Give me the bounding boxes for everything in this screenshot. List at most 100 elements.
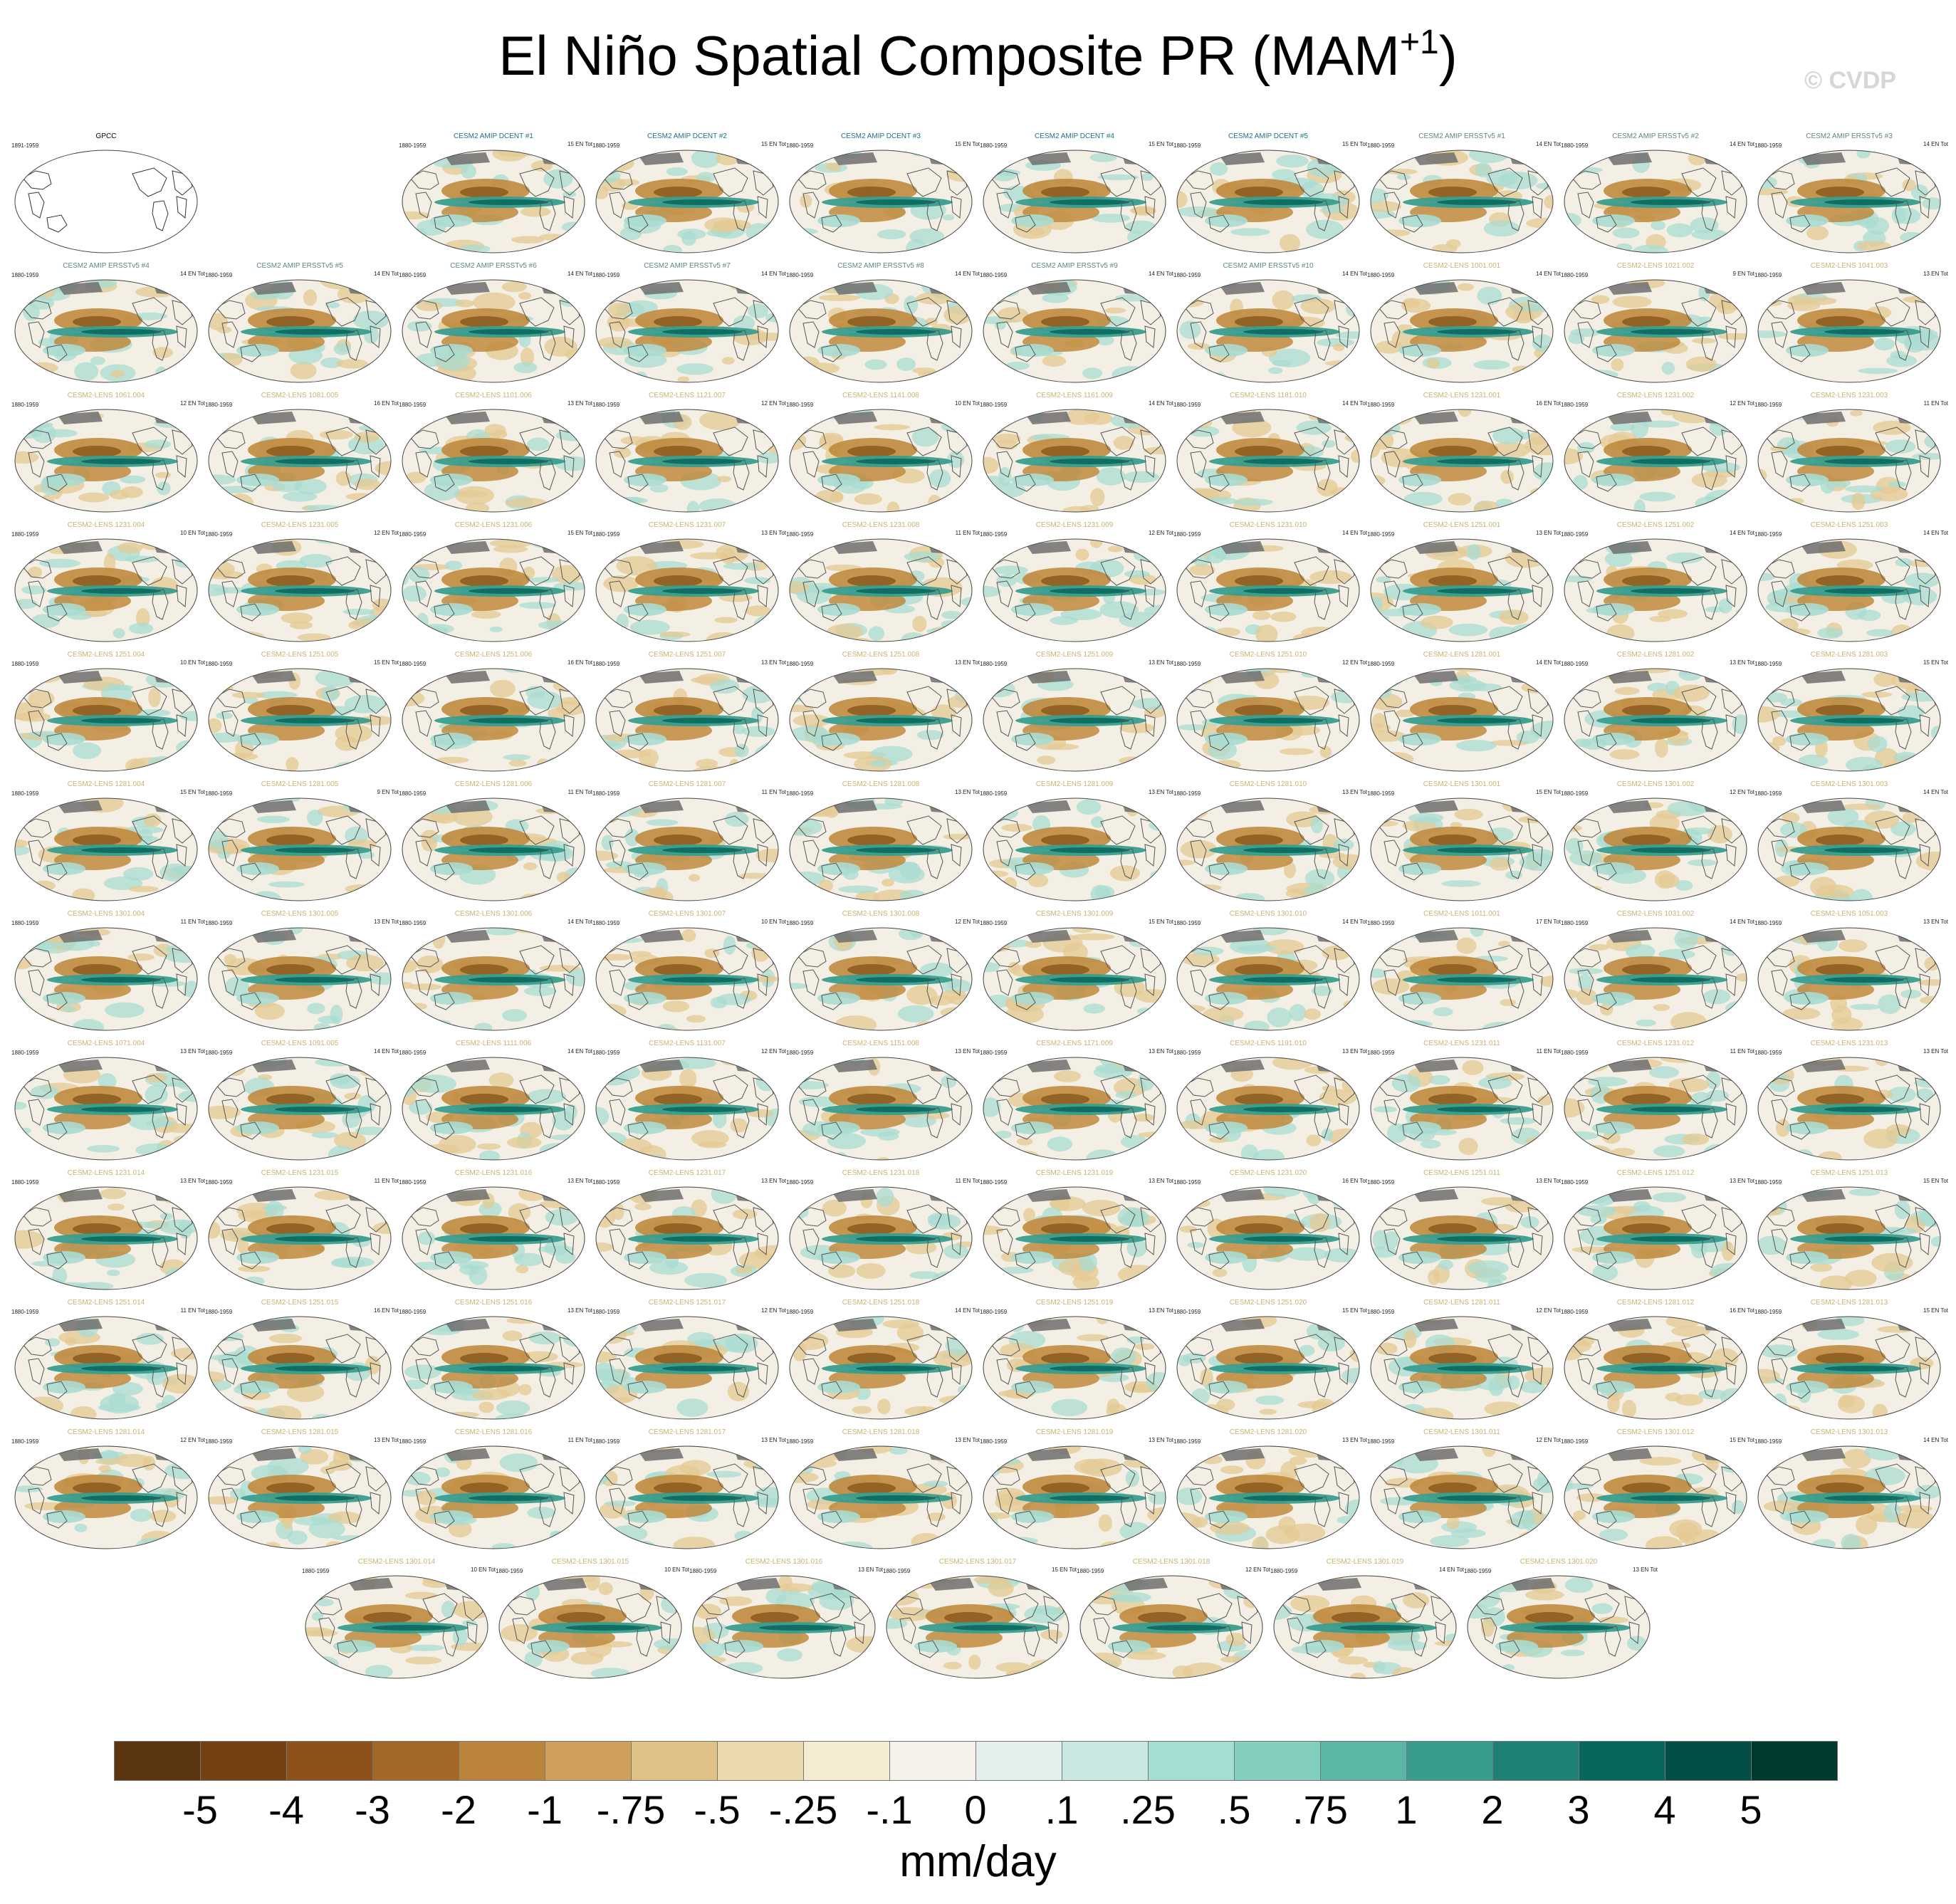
wet-band-core [1437,459,1517,464]
coastline [1577,192,1594,219]
world-map [14,1316,198,1420]
anomaly-blob [1873,338,1895,351]
coastline [539,718,556,750]
anomaly-blob [1156,1074,1166,1080]
anomaly-blob [217,850,231,859]
anomaly-blob [1334,549,1359,557]
world-map [1176,150,1360,253]
drying-core [1428,1094,1477,1105]
world-map [595,279,779,383]
map-panel: CESM2-LENS 1281.017 1880-1959 13 EN Tot [591,1428,786,1553]
anomaly-blob [216,712,234,719]
coastline [1015,474,1036,492]
anomaly-blob [424,481,460,501]
coastline [733,718,750,750]
anomaly-blob [818,294,861,301]
anomaly-blob [1089,152,1117,162]
coastline [1314,589,1331,620]
anomaly-blob [790,1019,809,1029]
coastline [906,297,942,327]
anomaly-blob [1322,439,1336,448]
anomaly-blob [1923,360,1940,372]
coastline [990,689,1020,708]
anomaly-blob [74,362,99,381]
anomaly-blob [983,368,1003,382]
coastline [563,585,575,607]
wet-band-core [1824,459,1904,464]
anomaly-blob [333,1535,374,1542]
anomaly-blob [224,1060,246,1076]
map-outline [789,279,973,383]
anomaly-blob [256,691,298,699]
world-map [1564,668,1747,772]
coastline [1144,844,1156,867]
anomaly-blob [1144,753,1166,759]
coastline [1701,200,1718,231]
anomaly-blob [1564,889,1592,901]
panel-title: CESM2-LENS 1251.015 [261,1299,339,1307]
map-panel: CESM2-LENS 1121.007 1880-1959 12 EN Tot [591,392,786,516]
panel-period: 1880-1959 [1367,1179,1395,1186]
panel-period: 1880-1959 [786,1309,814,1315]
anomaly-blob [1653,1004,1670,1011]
map-panel: CESM2-LENS 1251.010 1880-1959 12 EN Tot [1172,651,1367,775]
anomaly-blob [489,679,516,698]
anomaly-blob [940,990,967,1000]
map-panel: CESM2-LENS 1251.011 1880-1959 13 EN Tot [1366,1169,1561,1294]
anomaly-blob [402,1188,439,1201]
map-field [209,669,391,771]
coastline [1765,170,1795,190]
coastline [906,815,942,845]
anomaly-blob [461,164,476,179]
panel-period: 1880-1959 [399,1050,427,1056]
anomaly-blob [86,610,108,617]
drying-core [654,187,702,198]
world-map [595,1445,779,1549]
coastline [1765,429,1795,449]
anomaly-blob [1564,409,1601,424]
panel-title: CESM2-LENS 1151.008 [842,1040,919,1047]
anomaly-blob [714,617,738,624]
anomaly-blob [1027,874,1049,888]
drying-core [1041,575,1089,587]
map-panel: CESM2 AMIP ERSSTv5 #6 1880-1959 14 EN Tot [397,262,592,387]
coastline [627,474,649,492]
coastline [1294,556,1329,586]
coastline [797,429,827,449]
panel-title: CESM2-LENS 1301.009 [1035,910,1114,918]
anomaly-blob [906,985,938,1005]
world-map [402,668,585,772]
map-panel: CESM2 AMIP ERSSTv5 #8 1880-1959 14 EN Tot [785,262,980,387]
panel-title: CESM2 AMIP ERSSTv5 #3 [1806,132,1893,140]
coastline [609,839,626,867]
map-field [1564,539,1747,642]
anomaly-blob [535,669,579,672]
coastline [1789,733,1811,751]
panel-event-count: 12 EN Tot [180,400,205,407]
coastline [409,170,439,190]
panel-title: CESM2-LENS 1141.008 [842,392,919,399]
wet-band-core [856,588,936,594]
coastline [926,459,943,491]
world-map [1564,1316,1747,1420]
anomaly-blob [189,808,197,815]
anomaly-blob [1124,220,1157,234]
world-map [595,668,779,772]
anomaly-blob [1636,1019,1656,1027]
panel-title: CESM2-LENS 1281.008 [842,780,920,788]
anomaly-blob [1385,169,1418,175]
panel-period: 1880-1959 [205,1309,233,1315]
panel-period: 1880-1959 [399,1179,427,1186]
anomaly-blob [244,1276,265,1286]
anomaly-blob [755,1072,778,1092]
panel-title: CESM2-LENS 1251.002 [1616,521,1695,529]
anomaly-blob [105,1002,145,1018]
map-panel: CESM2-LENS 1031.002 1880-1959 14 EN Tot [1559,910,1754,1035]
anomaly-blob [173,1135,193,1145]
masked-land-north [1800,412,1846,424]
coastline [1681,556,1717,586]
anomaly-blob [755,848,778,862]
panel-period: 1880-1959 [1754,920,1782,926]
coastline [434,733,455,751]
anomaly-blob [790,764,817,771]
